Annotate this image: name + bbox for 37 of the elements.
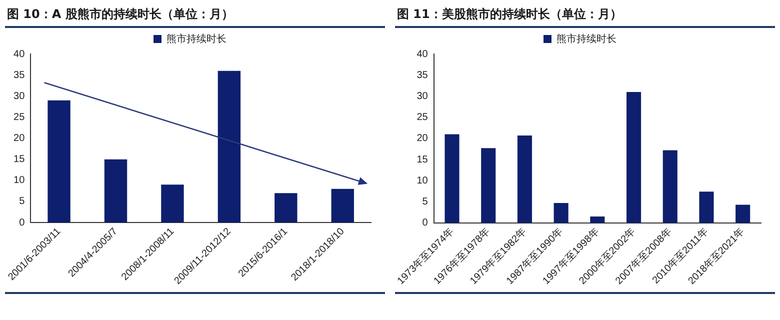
chart-title: 图 11：美股熊市的持续时长（单位：月） [395, 0, 775, 28]
y-tick-label: 10 [14, 175, 26, 186]
y-tick-label: 40 [416, 48, 428, 60]
y-tick-label: 10 [416, 175, 428, 186]
bar [517, 135, 532, 223]
y-tick-label: 25 [14, 112, 26, 123]
bar [161, 184, 184, 223]
y-tick-label: 0 [422, 218, 428, 229]
y-tick-label: 20 [416, 133, 428, 144]
bar [626, 92, 642, 223]
y-tick-label: 25 [416, 112, 428, 124]
y-tick-label: 5 [422, 196, 428, 208]
bar [662, 150, 678, 223]
bar [699, 192, 714, 223]
chart-title: 图 10：A 股熊市的持续时长（单位：月） [5, 0, 385, 28]
y-tick-label: 40 [14, 48, 26, 60]
y-tick-label: 35 [14, 70, 26, 81]
y-tick-label: 30 [14, 90, 26, 102]
legend-label: 熊市持续时长 [556, 32, 616, 45]
bar [331, 188, 354, 223]
bar [554, 203, 568, 223]
y-tick-label: 0 [19, 217, 26, 228]
bar [48, 100, 70, 223]
bar [481, 148, 496, 223]
y-tick-label: 15 [416, 154, 428, 166]
y-tick-label: 35 [416, 70, 428, 81]
legend-label: 熊市持续时长 [166, 32, 226, 45]
y-tick-label: 5 [19, 196, 26, 208]
bar [218, 70, 241, 223]
y-tick-label: 15 [14, 154, 26, 166]
bar [274, 193, 298, 223]
bar [444, 134, 460, 223]
bar [736, 204, 750, 223]
bar [590, 216, 605, 223]
y-tick-label: 30 [416, 90, 428, 102]
bar [104, 159, 128, 223]
y-tick-label: 20 [14, 133, 26, 144]
